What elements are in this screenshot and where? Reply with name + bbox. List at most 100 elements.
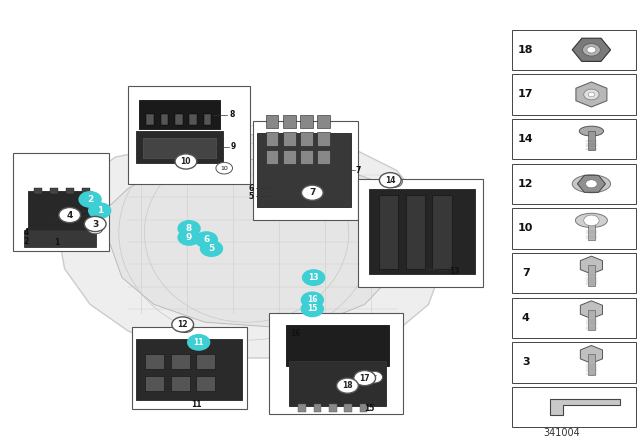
Text: 13: 13 [308,273,319,282]
Circle shape [337,378,358,393]
FancyBboxPatch shape [511,74,636,115]
Text: 8: 8 [186,224,192,233]
FancyBboxPatch shape [143,138,216,158]
Circle shape [301,301,323,316]
Text: 18: 18 [342,381,353,390]
Bar [34,188,42,194]
Text: 1: 1 [97,206,102,215]
FancyBboxPatch shape [511,297,636,338]
Text: 3: 3 [93,225,97,232]
Text: 9: 9 [230,142,236,151]
Polygon shape [550,399,620,415]
FancyBboxPatch shape [269,313,403,414]
Text: 7: 7 [522,268,529,278]
FancyBboxPatch shape [511,30,636,70]
Bar [406,195,425,269]
FancyBboxPatch shape [369,189,475,275]
FancyBboxPatch shape [132,327,246,409]
Circle shape [342,379,359,391]
Text: 18: 18 [347,382,354,387]
Bar [283,115,296,128]
Text: 14: 14 [385,176,396,185]
Bar [145,376,164,392]
Bar [300,133,313,146]
Ellipse shape [575,213,607,228]
Text: 7: 7 [356,166,361,175]
Ellipse shape [572,175,611,193]
Circle shape [178,230,200,245]
Bar [171,353,189,369]
Text: 5: 5 [208,244,214,253]
FancyBboxPatch shape [358,179,483,287]
Bar [344,404,352,412]
Bar [300,151,313,164]
Text: 2: 2 [87,195,93,204]
Circle shape [79,192,101,207]
Circle shape [588,92,595,97]
Text: 4: 4 [24,228,29,237]
Text: 17: 17 [518,90,533,99]
Circle shape [59,207,81,223]
Circle shape [354,370,376,386]
Bar [317,133,330,146]
Bar [147,114,154,125]
Bar [161,114,168,125]
FancyBboxPatch shape [129,86,250,184]
Bar [67,188,74,194]
Text: 10: 10 [180,157,191,166]
Text: 10: 10 [518,224,533,233]
Bar [204,114,211,125]
Bar [266,115,278,128]
Bar [266,151,278,164]
Text: 15: 15 [365,404,375,413]
Text: 2: 2 [97,214,102,223]
Circle shape [177,321,193,332]
Circle shape [301,293,323,307]
Circle shape [380,172,401,188]
FancyBboxPatch shape [136,131,223,163]
Circle shape [89,203,111,218]
Text: 18: 18 [518,45,533,55]
Bar [298,404,306,412]
Circle shape [584,89,599,100]
Circle shape [84,216,106,232]
Circle shape [188,335,209,350]
Text: 15: 15 [307,304,317,313]
FancyBboxPatch shape [253,121,358,220]
Text: 5: 5 [248,192,253,201]
Text: 4: 4 [522,313,529,323]
FancyBboxPatch shape [511,342,636,383]
Circle shape [303,270,324,285]
Text: 12: 12 [182,324,189,329]
Bar [145,353,164,369]
Circle shape [178,221,200,236]
FancyBboxPatch shape [24,230,97,247]
Text: 3: 3 [93,224,98,233]
Text: 10: 10 [220,166,228,171]
FancyBboxPatch shape [257,134,351,207]
Bar [196,376,215,392]
Text: 14: 14 [390,179,397,184]
Polygon shape [58,135,442,358]
Bar [171,376,189,392]
Text: 13: 13 [449,267,460,276]
Text: 4: 4 [67,211,73,220]
Circle shape [195,232,217,247]
FancyBboxPatch shape [13,152,109,251]
Bar [300,115,313,128]
Circle shape [301,185,323,200]
Text: 341004: 341004 [543,428,580,438]
Bar [329,404,337,412]
Text: 2: 2 [24,237,29,246]
Text: 14: 14 [518,134,534,144]
Bar [588,310,595,330]
Bar [588,220,595,240]
FancyBboxPatch shape [511,253,636,293]
FancyBboxPatch shape [136,339,242,400]
Text: 6: 6 [204,235,209,244]
FancyBboxPatch shape [511,387,636,427]
Text: 6: 6 [248,184,253,193]
Circle shape [200,241,222,256]
Bar [83,188,90,194]
FancyBboxPatch shape [511,164,636,204]
